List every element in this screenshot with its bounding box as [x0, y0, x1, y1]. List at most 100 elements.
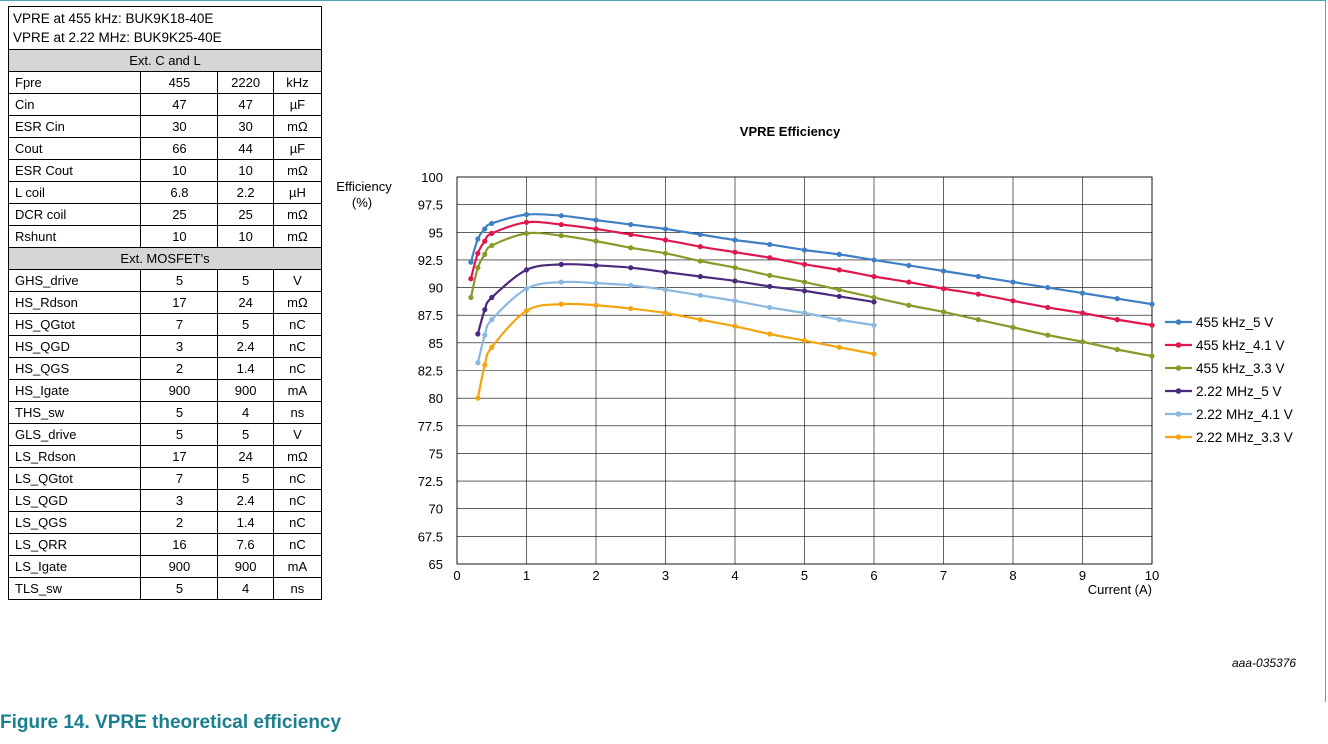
y-tick-label: 85 — [429, 336, 443, 351]
unit: mA — [272, 555, 323, 578]
legend-swatch-marker — [1175, 365, 1182, 371]
data-point — [475, 331, 481, 337]
legend-swatch-marker — [1175, 342, 1182, 348]
data-point — [732, 265, 738, 271]
param-name: LS_QGD — [7, 489, 142, 512]
data-point — [482, 238, 488, 244]
data-point — [697, 244, 703, 250]
data-point — [475, 360, 481, 366]
data-point — [489, 317, 495, 323]
data-point — [468, 294, 474, 301]
legend-entry: 455 kHz_3.3 V — [1165, 361, 1285, 376]
value-2220khz: 2.2 — [217, 181, 274, 204]
value-2220khz: 5 — [217, 313, 274, 336]
data-point — [489, 220, 495, 227]
table-row: TLS_sw 5 4 ns — [7, 577, 323, 600]
unit: mΩ — [272, 445, 323, 468]
series-line — [476, 302, 875, 399]
value-2220khz: 5 — [217, 467, 274, 490]
data-point — [906, 302, 912, 308]
table-row: HS_Rdson 17 24 mΩ — [7, 291, 323, 314]
value-2220khz: 24 — [217, 445, 274, 468]
data-point — [767, 331, 773, 337]
data-point — [836, 251, 842, 257]
value-455khz: 17 — [140, 445, 219, 468]
data-point — [662, 226, 669, 232]
data-point — [871, 299, 877, 305]
data-point — [1045, 332, 1051, 338]
x-tick-label: 9 — [1079, 568, 1086, 583]
unit: mΩ — [272, 225, 323, 248]
data-point — [523, 230, 530, 236]
legend-entry: 2.22 MHz_4.1 V — [1165, 407, 1293, 422]
data-point — [801, 338, 808, 344]
y-tick-label: 75 — [429, 446, 443, 461]
value-2220khz: 24 — [217, 291, 274, 314]
table-row: Cout 66 44 µF — [7, 137, 323, 160]
value-455khz: 455 — [140, 71, 219, 94]
value-455khz: 2 — [140, 511, 219, 534]
series-3 — [475, 261, 877, 337]
value-455khz: 7 — [140, 313, 219, 336]
data-point — [482, 332, 488, 338]
data-point — [593, 226, 599, 232]
data-point — [1114, 346, 1120, 353]
data-point — [767, 255, 773, 261]
value-455khz: 10 — [140, 225, 219, 248]
legend-label: 455 kHz_3.3 V — [1196, 361, 1285, 376]
value-455khz: 2 — [140, 357, 219, 380]
legend-swatch-marker — [1175, 388, 1182, 394]
value-455khz: 5 — [140, 577, 219, 600]
section-header: Ext. MOSFET's — [8, 247, 322, 270]
value-455khz: 3 — [140, 489, 219, 512]
figure-id: aaa-035376 — [1232, 656, 1297, 670]
y-tick-label: 65 — [429, 557, 443, 572]
table-row: Fpre 455 2220 kHz — [7, 71, 323, 94]
data-point — [767, 283, 773, 290]
table-row: DCR coil 25 25 mΩ — [7, 203, 323, 226]
table-title-line: VPRE at 455 kHz: BUK9K18-40E — [13, 11, 214, 26]
data-point — [940, 268, 947, 274]
data-point — [1149, 301, 1155, 307]
param-name: HS_QGtot — [7, 313, 142, 336]
data-point — [523, 286, 530, 292]
data-point — [836, 317, 842, 323]
value-455khz: 5 — [140, 401, 219, 424]
param-name: ESR Cin — [7, 115, 142, 138]
data-point — [593, 280, 599, 286]
parameters-table: VPRE at 455 kHz: BUK9K18-40E VPRE at 2.22… — [7, 6, 323, 600]
param-name: GHS_drive — [7, 269, 142, 292]
table-row: LS_Igate 900 900 mA — [7, 555, 323, 578]
data-point — [871, 351, 877, 357]
section-header-row: Ext. MOSFET's — [8, 247, 322, 270]
value-2220khz: 2220 — [217, 71, 274, 94]
chart-grid — [456, 176, 1153, 565]
data-point — [662, 237, 669, 243]
series-2 — [468, 230, 1155, 359]
table-row: LS_QGD 3 2.4 nC — [7, 489, 323, 512]
param-name: LS_QGS — [7, 511, 142, 534]
value-2220khz: 7.6 — [217, 533, 274, 556]
chart-axes: 0 1 2 3 4 5 6 7 8 9 10 65 67.5 70 72.5 75 77.5 80 82.5 85 87… — [336, 170, 1159, 597]
data-point — [468, 259, 474, 265]
value-2220khz: 4 — [217, 577, 274, 600]
chart-title: VPRE Efficiency — [740, 124, 841, 139]
unit: ns — [272, 401, 323, 424]
data-point — [732, 278, 738, 284]
data-point — [558, 221, 564, 228]
data-point — [558, 279, 564, 285]
legend-entry: 455 kHz_5 V — [1165, 315, 1273, 330]
table-row: LS_QRR 16 7.6 nC — [7, 533, 323, 556]
value-2220khz: 1.4 — [217, 511, 274, 534]
legend-swatch-marker — [1175, 411, 1182, 417]
data-point — [593, 302, 599, 308]
data-point — [697, 292, 703, 298]
y-tick-label: 97.5 — [418, 198, 443, 213]
data-point — [628, 265, 634, 271]
data-point — [836, 287, 842, 293]
y-axis-label: (%) — [352, 195, 372, 210]
series-line — [476, 280, 875, 364]
param-name: Cin — [7, 93, 142, 116]
param-name: THS_sw — [7, 401, 142, 424]
table-row: HS_QGD 3 2.4 nC — [7, 335, 323, 358]
